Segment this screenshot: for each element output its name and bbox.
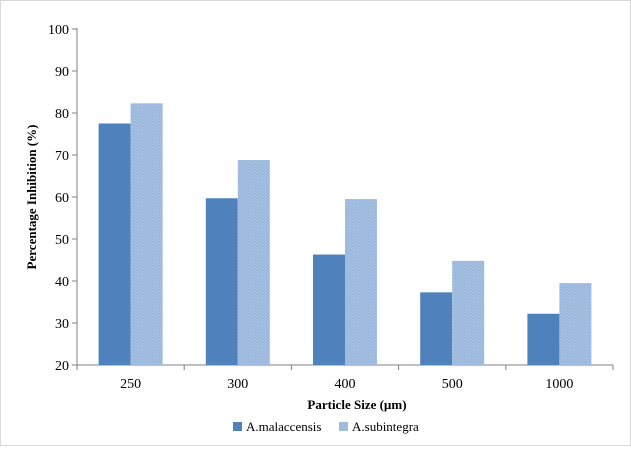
legend: A.malaccensis A.subintegra (233, 419, 419, 434)
axes (72, 28, 614, 370)
y-tick-label: 60 (55, 191, 69, 206)
bar-asubintegra-250 (130, 103, 163, 365)
bar-amalaccensis-400 (313, 254, 345, 365)
y-tick-label: 20 (55, 359, 69, 374)
y-tick-label: 80 (55, 107, 69, 122)
legend-label: A.subintegra (352, 419, 419, 434)
y-tick-label: 100 (48, 23, 69, 38)
bar-asubintegra-1000 (559, 283, 592, 365)
y-axis-title: Percentage Inhibition (%) (24, 125, 39, 270)
bar-amalaccensis-1000 (527, 313, 560, 365)
bar-asubintegra-500 (452, 260, 485, 365)
legend-swatch (339, 422, 348, 431)
x-axis-title: Particle Size (µm) (307, 397, 406, 412)
y-tick-label: 50 (55, 233, 69, 248)
bar-asubintegra-300 (237, 160, 270, 365)
x-tick-label: 500 (442, 377, 463, 392)
x-tick-label: 400 (335, 377, 356, 392)
legend-label: A.malaccensis (246, 419, 321, 434)
x-tick-label: 300 (227, 377, 248, 392)
y-tick-labels: 20 30 40 50 60 70 80 90 100 (48, 23, 69, 374)
y-tick-label: 40 (55, 275, 69, 290)
bar-amalaccensis-250 (98, 123, 131, 365)
bar-amalaccensis-300 (205, 198, 238, 365)
bars (98, 103, 592, 365)
x-tick-label: 250 (120, 377, 141, 392)
bar-asubintegra-400 (345, 199, 377, 365)
bar-amalaccensis-500 (420, 292, 453, 365)
x-tick-labels: 250 300 400 500 1000 (120, 377, 573, 392)
y-tick-label: 90 (55, 65, 69, 80)
legend-swatch (233, 422, 242, 431)
y-tick-label: 30 (55, 317, 69, 332)
x-tick-label: 1000 (545, 377, 573, 392)
y-tick-label: 70 (55, 149, 69, 164)
